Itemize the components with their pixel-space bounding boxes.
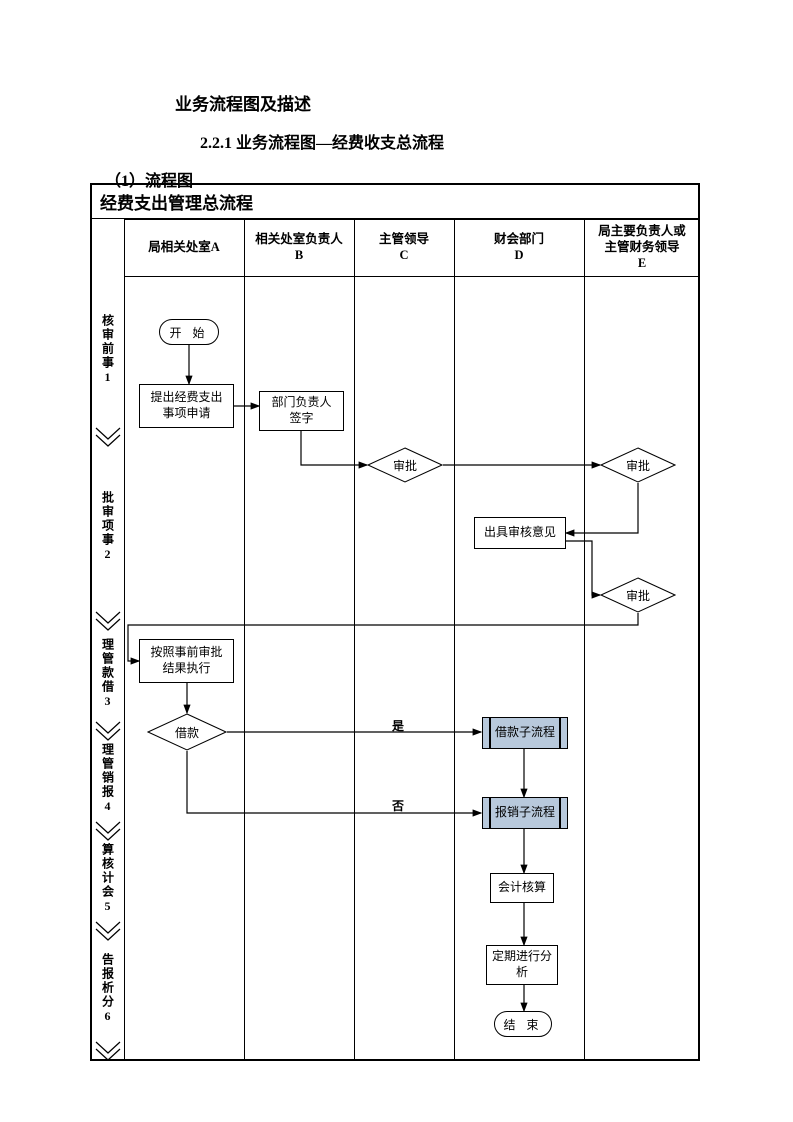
lane-header-D: 财会部门 D (454, 219, 584, 275)
node-borrowSub: 借款子流程 (490, 717, 560, 749)
node-end: 结 束 (494, 1011, 552, 1037)
swimlane-area: 局相关处室A相关处室负责人 B主管领导 C财会部门 D局主要负责人或 主管财务领… (92, 219, 698, 1059)
lane-header-E: 局主要负责人或 主管财务领导 E (584, 219, 700, 275)
lane-header-C: 主管领导 C (354, 219, 454, 275)
node-report: 定期进行分 析 (486, 945, 558, 985)
row-chevron-icon (95, 721, 121, 741)
flowchart-container: 经费支出管理总流程 局相关处室A相关处室负责人 B主管领导 C财会部门 D局主要… (90, 183, 700, 1061)
row-label-6: 告报析分6 (92, 939, 124, 1039)
node-apply: 提出经费支出 事项申请 (139, 384, 234, 428)
lane-header-A: 局相关处室A (124, 219, 244, 275)
node-approveE1: 审批 (600, 447, 676, 483)
lane-divider (354, 219, 355, 1059)
lane-divider (244, 219, 245, 1059)
row-label-2: 批审项事2 (92, 445, 124, 609)
lane-divider (584, 219, 585, 1059)
row-chevron-icon (95, 921, 121, 941)
lane-divider (124, 219, 125, 1059)
node-sign: 部门负责人 签字 (259, 391, 344, 431)
node-borrowQ: 借款 (147, 713, 227, 751)
heading-2: 2.2.1 业务流程图—经费收支总流程 (200, 129, 793, 153)
edge-label: 否 (392, 797, 404, 814)
edge-label: 是 (392, 717, 404, 734)
node-start: 开 始 (159, 319, 219, 345)
lane-divider (454, 219, 455, 1059)
node-approveC: 审批 (367, 447, 443, 483)
node-execute: 按照事前审批 结果执行 (139, 639, 234, 683)
row-chevron-icon (95, 427, 121, 447)
node-opinion: 出具审核意见 (474, 517, 566, 549)
row-label-5: 算核计会5 (92, 839, 124, 919)
row-label-1: 核审前事1 (92, 275, 124, 425)
row-chevron-icon (95, 821, 121, 841)
row-chevron-icon (95, 1041, 121, 1061)
node-account: 会计核算 (490, 873, 554, 903)
node-reimbSub: 报销子流程 (490, 797, 560, 829)
row-chevron-icon (95, 611, 121, 631)
flowchart-title: 经费支出管理总流程 (92, 185, 698, 219)
lane-header-B: 相关处室负责人 B (244, 219, 354, 275)
node-approveE2: 审批 (600, 577, 676, 613)
row-label-4: 理管销报4 (92, 739, 124, 819)
row-label-3: 理管款借3 (92, 629, 124, 719)
heading-1: 业务流程图及描述 (175, 90, 793, 115)
